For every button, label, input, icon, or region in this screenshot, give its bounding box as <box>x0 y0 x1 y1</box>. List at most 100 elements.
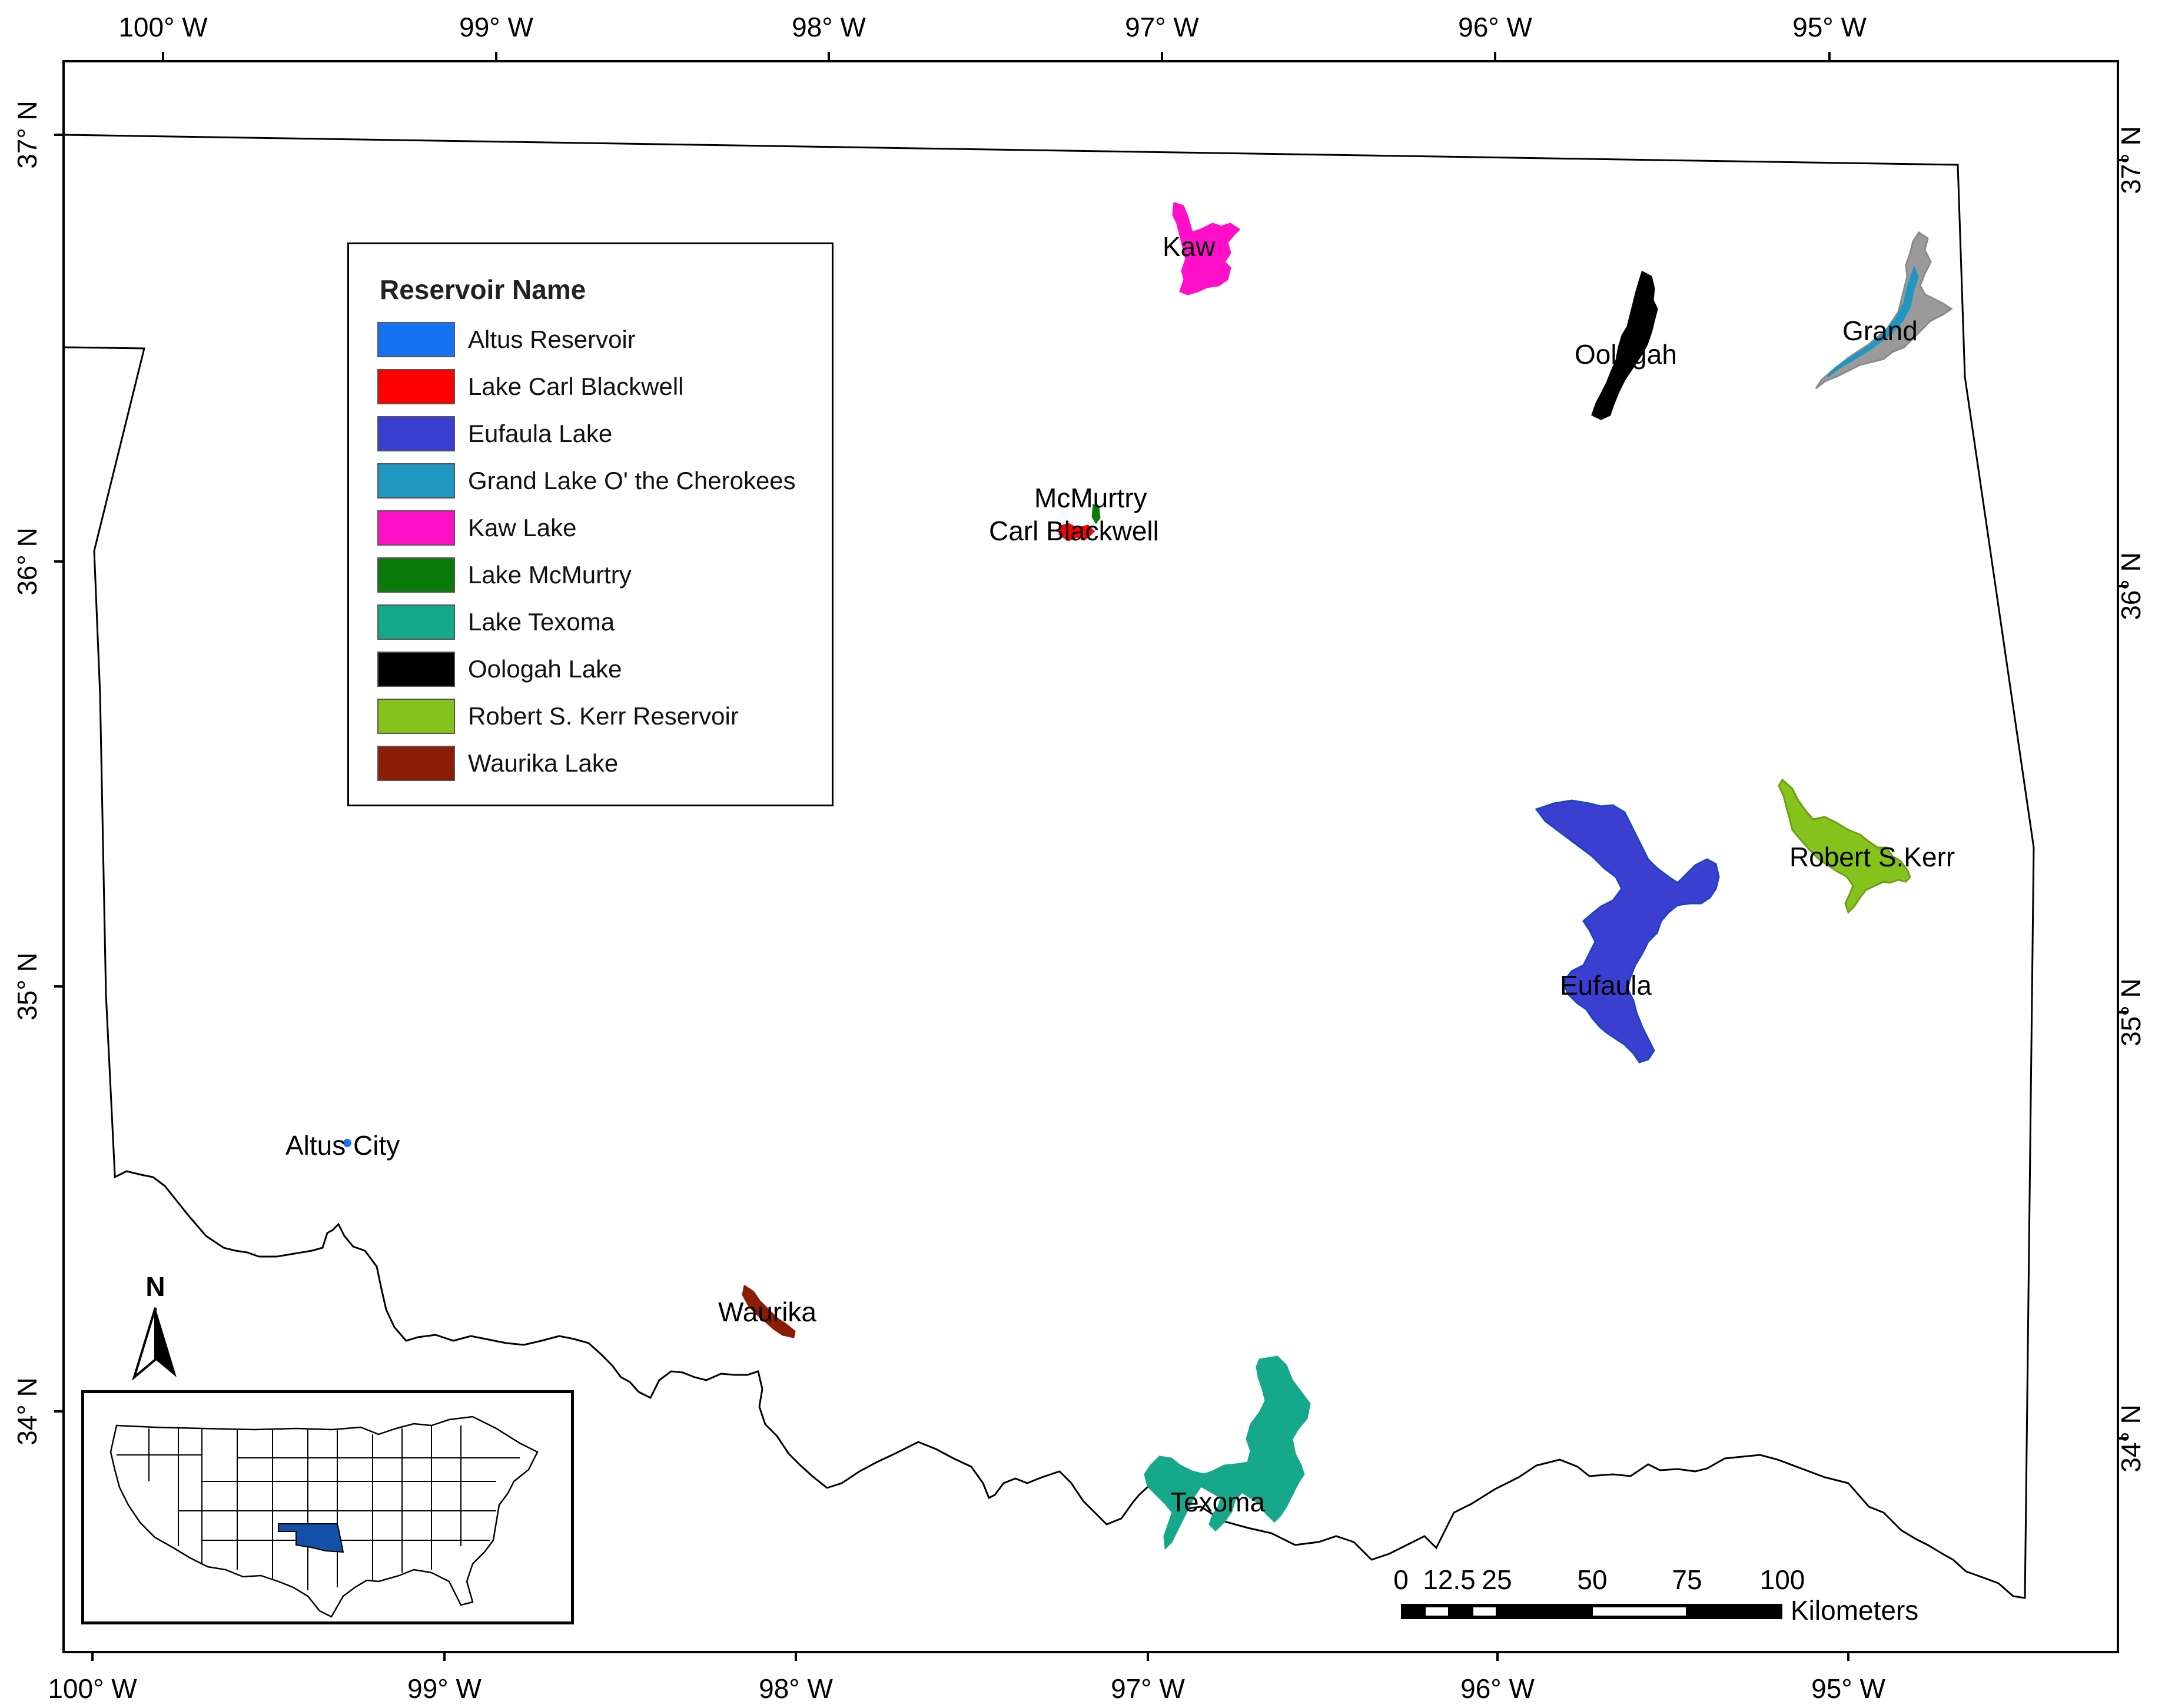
grand-lake-outline-shape <box>1815 231 1953 390</box>
lat-label-right-34n: 34° N <box>2116 1404 2146 1473</box>
grand-label: Grand <box>1842 315 1918 346</box>
carl-blackwell-label: Carl Blackwell <box>989 516 1159 546</box>
lon-label-top-100w: 100° W <box>118 12 208 42</box>
altus-reservoir-shape <box>343 1139 351 1147</box>
lon-label-top-98w: 98° W <box>792 12 866 42</box>
legend-item: Grand Lake O' the Cherokees <box>377 457 796 504</box>
legend-item: Lake Carl Blackwell <box>377 363 796 410</box>
scale-bar-segment <box>1426 1607 1448 1616</box>
legend-label: Robert S. Kerr Reservoir <box>468 702 739 730</box>
right-ticks <box>2118 159 2127 1440</box>
legend-item: Kaw Lake <box>377 504 796 551</box>
scale-tick-12-5: 12.5 <box>1423 1564 1476 1595</box>
legend-swatch <box>377 746 455 781</box>
lon-label-top-99w: 99° W <box>459 12 533 42</box>
lon-label-bottom-97w: 97° W <box>1111 1673 1185 1704</box>
waurika-lake-shape <box>742 1284 796 1338</box>
legend-swatch <box>377 322 455 357</box>
scale-bar-frame <box>1401 1604 1782 1619</box>
lat-label-right-37n: 37° N <box>2116 126 2146 194</box>
legend-swatch <box>377 463 455 499</box>
legend-label: Lake Texoma <box>468 608 615 636</box>
north-arrow-label: N <box>145 1271 165 1302</box>
eufaula-label: Eufaula <box>1560 970 1652 1001</box>
oologah-label: Oologah <box>1575 339 1677 370</box>
lon-label-bottom-99w: 99° W <box>407 1673 482 1704</box>
lon-label-top-97w: 97° W <box>1125 12 1199 42</box>
legend-label: Waurika Lake <box>468 749 619 777</box>
legend-label: Kaw Lake <box>468 514 577 541</box>
legend-swatch <box>377 510 455 546</box>
us-locator-map <box>109 1415 539 1618</box>
lat-label-left-36n: 36° N <box>12 527 42 596</box>
scale-tick-25: 25 <box>1482 1564 1512 1595</box>
left-ticks <box>54 134 64 1413</box>
carl-blackwell-lake-shape <box>1058 523 1095 541</box>
lon-label-top-96w: 96° W <box>1458 12 1532 42</box>
us-state-lines <box>117 1425 520 1590</box>
legend-item: Lake McMurtry <box>377 551 796 599</box>
legend-item: Altus Reservoir <box>377 316 796 363</box>
texoma-label: Texoma <box>1170 1487 1265 1517</box>
oklahoma-highlight <box>278 1523 344 1553</box>
map-frame <box>62 60 2119 1653</box>
mcmurtry-lake-shape <box>1091 503 1101 524</box>
legend-title: Reservoir Name <box>380 274 586 305</box>
legend-label: Oologah Lake <box>468 655 622 683</box>
legend-swatch <box>377 652 455 687</box>
us-outline <box>109 1415 539 1618</box>
north-arrow-icon: N <box>132 1271 177 1381</box>
legend-swatch <box>377 369 455 404</box>
legend-swatch <box>377 699 455 734</box>
legend-label: Lake McMurtry <box>468 561 632 589</box>
scale-tick-0: 0 <box>1393 1564 1409 1595</box>
legend-item: Robert S. Kerr Reservoir <box>377 693 796 740</box>
legend-label: Eufaula Lake <box>468 420 613 447</box>
kaw-label: Kaw <box>1163 231 1216 262</box>
texoma-lake-shape <box>1144 1355 1311 1550</box>
legend-item: Waurika Lake <box>377 740 796 787</box>
legend-list: Altus Reservoir Lake Carl Blackwell Eufa… <box>377 316 796 787</box>
oologah-lake-shape <box>1591 270 1658 420</box>
legend-swatch <box>377 604 455 640</box>
lat-label-right-36n: 36° N <box>2116 552 2146 620</box>
lat-label-left-35n: 35° N <box>12 952 42 1021</box>
scale-bar-segment <box>1593 1607 1686 1616</box>
bottom-ticks <box>91 1652 1849 1661</box>
legend-label: Lake Carl Blackwell <box>468 373 684 400</box>
scale-bar: 0 12.5 25 50 75 100 Kilometers <box>1393 1564 1918 1626</box>
lon-label-bottom-95w: 95° W <box>1811 1673 1885 1704</box>
robert-s-kerr-lake-shape <box>1778 778 1911 914</box>
scale-bar-segment <box>1473 1607 1496 1616</box>
lat-label-left-34n: 34° N <box>12 1377 42 1446</box>
legend-label: Altus Reservoir <box>468 325 636 353</box>
lon-label-bottom-96w: 96° W <box>1460 1673 1535 1704</box>
lon-label-bottom-100w: 100° W <box>48 1673 137 1704</box>
legend-item: Eufaula Lake <box>377 410 796 457</box>
legend-swatch <box>377 557 455 593</box>
top-ticks <box>162 52 1831 61</box>
lat-label-left-37n: 37° N <box>12 101 42 169</box>
legend-item: Oologah Lake <box>377 646 796 693</box>
kaw-lake-shape <box>1172 201 1241 295</box>
scale-tick-50: 50 <box>1577 1564 1607 1595</box>
grand-lake-shape <box>1827 265 1919 378</box>
lon-label-top-95w: 95° W <box>1792 12 1867 42</box>
oklahoma-boundary <box>63 134 2035 1599</box>
robert-s-kerr-label: Robert S.Kerr <box>1789 842 1955 872</box>
lon-label-bottom-98w: 98° W <box>759 1673 833 1704</box>
eufaula-lake-shape <box>1535 799 1720 1064</box>
mcmurtry-label: McMurtry <box>1034 483 1147 513</box>
legend-swatch <box>377 416 455 451</box>
lat-label-right-35n: 35° N <box>2116 978 2146 1046</box>
waurika-label: Waurika <box>718 1297 816 1327</box>
legend-item: Lake Texoma <box>377 599 796 646</box>
scale-unit: Kilometers <box>1791 1595 1918 1626</box>
altus-city-label: Altus City <box>285 1130 400 1161</box>
inset-map <box>81 1390 574 1624</box>
scale-tick-100: 100 <box>1760 1564 1805 1595</box>
legend-label: Grand Lake O' the Cherokees <box>468 467 796 494</box>
scale-tick-75: 75 <box>1672 1564 1702 1595</box>
legend: Reservoir Name Altus Reservoir Lake Carl… <box>347 242 834 806</box>
